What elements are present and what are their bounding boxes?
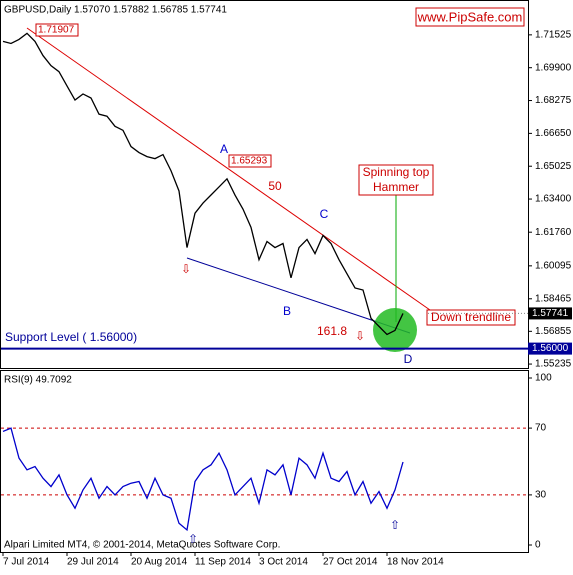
point-label: D — [404, 352, 413, 366]
y-tick-label: 1.71525 — [535, 30, 572, 41]
site-box — [415, 7, 525, 27]
price-panel — [0, 0, 529, 369]
support-label: Support Level ( 1.56000) — [5, 330, 137, 344]
high-label: 1.71907 — [38, 25, 75, 36]
support-price: 1.56000 — [532, 343, 569, 354]
pattern-label: Hammer — [373, 180, 419, 194]
a-price-label: 1.65293 — [231, 156, 268, 167]
arrow: ⇩ — [181, 262, 191, 276]
rsi-panel — [0, 370, 529, 553]
x-tick-label: 7 Jul 2014 — [3, 557, 50, 568]
y-tick-label: 1.65025 — [535, 161, 572, 172]
pattern-box — [358, 164, 434, 196]
fib-label: 161.8 — [317, 324, 347, 338]
y-tick-label: 1.55235 — [535, 359, 572, 370]
pattern-label: Spinning top — [363, 165, 430, 179]
site: www.PipSafe.com — [417, 9, 523, 24]
y-tick-label: 100 — [535, 373, 552, 384]
point-label: B — [283, 304, 291, 318]
point-label: A — [220, 142, 228, 156]
footer: Alpari Limited MT4, © 2001-2014, MetaQuo… — [4, 540, 280, 551]
x-tick-label: 18 Nov 2014 — [387, 557, 444, 568]
arrow: ⇧ — [188, 532, 198, 546]
y-tick-label: 1.61760 — [535, 227, 572, 238]
last-price: 1.57741 — [532, 308, 569, 319]
y-tick-label: 1.63400 — [535, 194, 572, 205]
y-tick-label: 1.68275 — [535, 95, 572, 106]
x-tick-label: 3 Oct 2014 — [259, 557, 308, 568]
down-trendline — [26, 27, 431, 311]
price-line — [2, 427, 404, 532]
label-box — [228, 154, 272, 168]
x-tick-label: 20 Aug 2014 — [131, 557, 188, 568]
fib-label: 50 — [268, 179, 282, 193]
trendline-label: Down trendline — [431, 310, 511, 324]
x-tick-label: 29 Jul 2014 — [67, 557, 119, 568]
y-tick-label: 30 — [535, 490, 547, 501]
price-box — [528, 342, 572, 355]
arrow: ⇧ — [390, 518, 400, 532]
x-tick-label: 27 Oct 2014 — [323, 557, 378, 568]
chart-title: GBPUSD,Daily 1.57070 1.57882 1.56785 1.5… — [4, 5, 227, 16]
arrow: ⇩ — [355, 329, 365, 343]
y-tick-label: 1.60095 — [535, 260, 572, 271]
price-line — [2, 32, 404, 336]
x-tick-label: 11 Sep 2014 — [195, 557, 251, 568]
label-box — [35, 23, 79, 37]
y-tick-label: 1.58465 — [535, 293, 572, 304]
price-box — [528, 307, 572, 320]
rsi-title: RSI(9) 49.7092 — [4, 375, 72, 386]
y-tick-label: 1.56855 — [535, 326, 572, 337]
point-label: C — [320, 207, 329, 221]
y-tick-label: 1.69900 — [535, 62, 572, 73]
y-tick-label: 70 — [535, 423, 547, 434]
y-tick-label: 1.66650 — [535, 128, 572, 139]
y-tick-label: 0 — [535, 540, 541, 551]
